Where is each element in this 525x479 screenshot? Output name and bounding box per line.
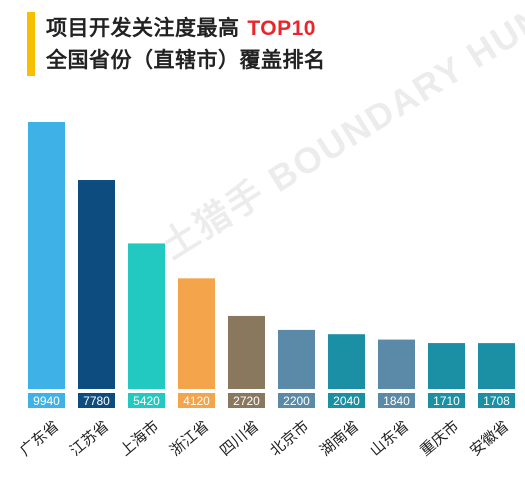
bar-9 xyxy=(428,343,465,389)
value-label-6: 2200 xyxy=(283,394,310,408)
value-label-box-2 xyxy=(78,393,115,408)
bar-3 xyxy=(128,243,165,389)
category-label-1: 广东省 xyxy=(16,417,62,460)
bar-10 xyxy=(478,343,515,389)
category-label-2: 江苏省 xyxy=(66,417,112,460)
category-label-4: 浙江省 xyxy=(166,417,212,460)
value-label-box-4 xyxy=(178,393,215,408)
chart-title-prefix: 项目开发关注度最高 xyxy=(46,16,248,40)
category-label-7: 湖南省 xyxy=(316,417,362,460)
value-label-5: 2720 xyxy=(233,394,260,408)
value-label-box-8 xyxy=(378,393,415,408)
bar-6 xyxy=(278,329,315,389)
category-label-3: 上海市 xyxy=(116,417,162,460)
value-label-9: 1710 xyxy=(433,394,460,408)
value-label-2: 7780 xyxy=(83,394,110,408)
value-label-7: 2040 xyxy=(333,394,360,408)
value-label-1: 9940 xyxy=(33,394,60,408)
category-label-6: 北京市 xyxy=(266,417,312,460)
category-label-10: 安徽省 xyxy=(466,417,512,460)
title-accent-bar xyxy=(27,12,35,76)
value-label-box-1 xyxy=(28,393,65,408)
value-label-4: 4120 xyxy=(183,394,210,408)
category-label-8: 山东省 xyxy=(366,417,412,460)
bar-2 xyxy=(78,180,115,389)
bar-8 xyxy=(378,339,415,389)
chart-title-line2: 全国省份（直辖市）覆盖排名 xyxy=(46,48,326,72)
value-label-box-3 xyxy=(128,393,165,408)
bar-1 xyxy=(28,122,65,389)
value-label-10: 1708 xyxy=(483,394,510,408)
value-label-box-10 xyxy=(478,393,515,408)
value-label-box-6 xyxy=(278,393,315,408)
category-label-5: 四川省 xyxy=(216,417,262,460)
chart-title-accent: TOP10 xyxy=(247,17,316,40)
bar-5 xyxy=(228,315,265,389)
value-label-8: 1840 xyxy=(383,394,410,408)
category-label-9: 重庆市 xyxy=(416,417,462,460)
value-label-box-9 xyxy=(428,393,465,408)
chart-title-line1: 项目开发关注度最高 TOP10 xyxy=(46,12,316,42)
value-label-box-5 xyxy=(228,393,265,408)
bar-4 xyxy=(178,278,215,389)
bar-7 xyxy=(328,334,365,389)
value-label-box-7 xyxy=(328,393,365,408)
value-label-3: 5420 xyxy=(133,394,160,408)
